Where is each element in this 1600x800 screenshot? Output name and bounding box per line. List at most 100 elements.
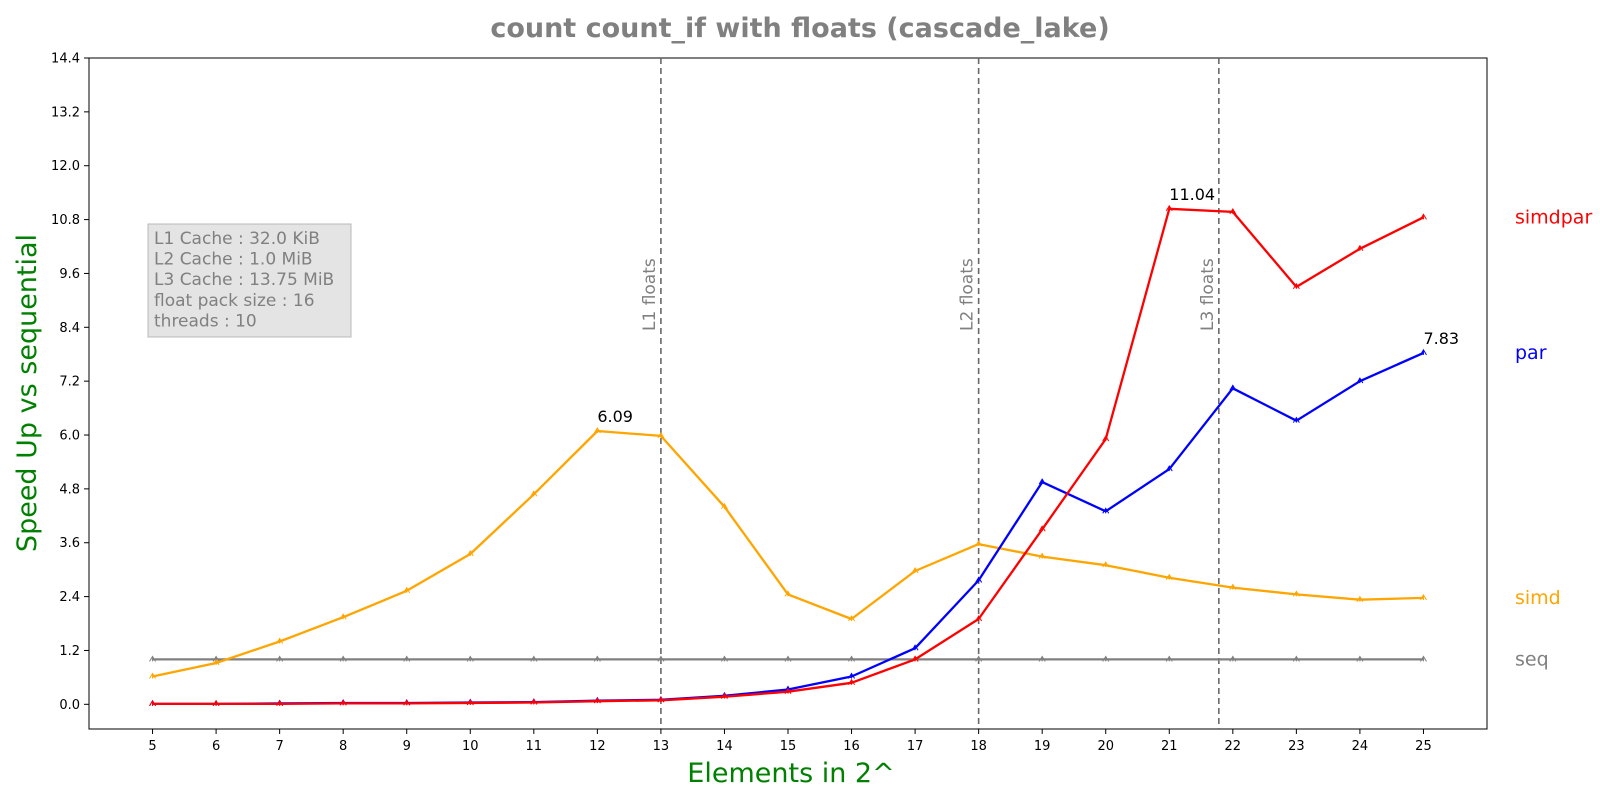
x-tick-label: 12 [589, 739, 606, 754]
data-point-simdpar [149, 699, 156, 707]
y-tick-label: 0.0 [59, 698, 80, 713]
x-tick-label: 8 [339, 739, 347, 754]
cache-info-box [147, 223, 352, 338]
cache-info-line: float pack size : 16 [154, 291, 315, 311]
x-tick-label: 14 [716, 739, 733, 754]
data-point-simdpar [1356, 244, 1364, 252]
data-point-seq [975, 655, 983, 662]
data-point-seq [1038, 655, 1046, 662]
data-point-simd [1420, 593, 1427, 601]
data-point-simd [149, 672, 156, 679]
data-point-simd [403, 586, 411, 594]
data-point-simd [911, 567, 919, 574]
data-point-simd [657, 431, 665, 439]
data-point-simd [593, 427, 601, 434]
data-point-simd [339, 613, 347, 620]
data-point-seq [1356, 655, 1364, 662]
data-point-simd [276, 637, 284, 644]
data-point-simdpar [911, 655, 919, 662]
data-point-simdpar [212, 699, 220, 707]
data-point-seq [149, 655, 156, 662]
data-point-simdpar [784, 687, 792, 695]
data-point-seq [339, 655, 347, 662]
x-tick-label: 20 [1097, 739, 1114, 754]
data-point-simdpar [593, 697, 601, 704]
plot-frame [88, 57, 1488, 730]
y-tick-label: 2.4 [59, 590, 80, 605]
y-tick-label: 6.0 [59, 429, 80, 444]
chart-title: count count_if with floats (cascade_lake… [490, 13, 1109, 44]
data-point-simdpar [1038, 525, 1046, 532]
data-point-simdpar [1102, 435, 1110, 442]
data-point-par [1229, 384, 1237, 391]
x-tick-label: 10 [462, 739, 479, 754]
data-point-simdpar [1229, 207, 1237, 215]
data-point-simdpar [1420, 213, 1427, 220]
legend-label-par: par [1515, 342, 1547, 364]
peak-value-label: 11.04 [1169, 185, 1215, 204]
x-axis-label: Elements in 2^ [687, 758, 894, 789]
data-point-seq [1229, 655, 1237, 662]
data-point-simd [1038, 552, 1046, 559]
peak-value-label: 6.09 [597, 407, 633, 426]
data-point-simd [1229, 583, 1237, 590]
data-point-seq [1102, 655, 1110, 662]
x-tick-label: 21 [1161, 739, 1178, 754]
y-tick-label: 10.8 [51, 213, 80, 228]
data-point-simd [530, 490, 538, 497]
data-point-simdpar [403, 699, 411, 706]
data-point-seq [593, 655, 601, 662]
data-point-simdpar [1292, 282, 1300, 290]
y-tick-label: 12.0 [51, 159, 80, 174]
cache-info-line: L3 Cache : 13.75 MiB [154, 270, 334, 290]
data-point-simd [1165, 573, 1173, 581]
data-point-seq [848, 655, 855, 662]
x-tick-label: 16 [843, 739, 860, 754]
data-point-simdpar [721, 692, 728, 699]
data-point-simdpar [1165, 204, 1173, 212]
data-point-simd [212, 659, 220, 666]
cache-boundary-label: L2 floats [958, 258, 978, 331]
data-point-par [911, 644, 919, 651]
data-point-par [1165, 465, 1173, 472]
data-point-seq [1420, 655, 1427, 662]
x-tick-label: 24 [1352, 739, 1369, 754]
legend-label-seq: seq [1515, 648, 1549, 670]
data-point-simdpar [339, 699, 347, 706]
x-tick-label: 5 [148, 739, 156, 754]
data-point-par [1102, 507, 1110, 514]
data-point-seq [466, 655, 474, 662]
cache-info-line: L1 Cache : 32.0 KiB [154, 229, 320, 249]
series-line-par [152, 351, 1424, 706]
data-point-par [1292, 416, 1300, 423]
data-point-seq [1165, 655, 1173, 662]
data-point-par [1420, 348, 1427, 356]
data-point-simdpar [466, 698, 474, 706]
x-tick-label: 18 [970, 739, 987, 754]
legend-label-simd: simd [1515, 587, 1561, 609]
data-point-simdpar [657, 696, 665, 703]
y-tick-label: 14.4 [51, 52, 80, 67]
data-point-seq [403, 655, 411, 662]
y-tick-label: 8.4 [59, 321, 80, 336]
y-tick-label: 4.8 [59, 482, 80, 497]
data-point-simd [1292, 590, 1300, 597]
data-point-simdpar [848, 678, 855, 686]
data-point-par [1038, 478, 1046, 485]
data-point-simd [721, 502, 728, 510]
data-point-simd [1102, 561, 1110, 568]
data-point-par [1356, 377, 1364, 384]
data-point-seq [1292, 655, 1300, 662]
y-tick-label: 13.2 [51, 105, 80, 120]
y-tick-label: 7.2 [59, 375, 80, 390]
data-point-simdpar [975, 615, 983, 622]
data-point-seq [721, 655, 728, 662]
data-point-simd [784, 590, 792, 597]
x-tick-label: 23 [1288, 739, 1305, 754]
cache-boundary-label: L1 floats [640, 258, 660, 331]
data-point-seq [784, 655, 792, 662]
x-tick-label: 11 [526, 739, 543, 754]
y-tick-label: 9.6 [59, 267, 80, 282]
x-tick-label: 19 [1034, 739, 1051, 754]
